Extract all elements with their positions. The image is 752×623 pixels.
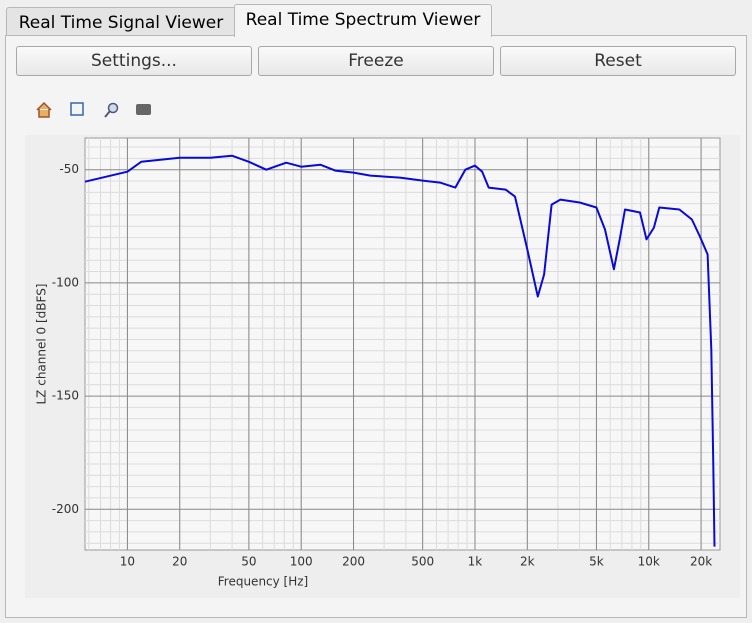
x-tick-label: 2k [520, 555, 535, 569]
home-icon[interactable] [36, 101, 52, 118]
tab[interactable]: Real Time Signal Viewer [6, 7, 236, 35]
x-tick-label: 20k [690, 555, 712, 569]
zoom-icon[interactable] [107, 102, 119, 114]
x-tick-label: 200 [342, 555, 365, 569]
fit-icon[interactable] [70, 102, 84, 116]
x-axis-label: Frequency [Hz] [218, 575, 309, 589]
button[interactable]: Settings... [16, 46, 252, 76]
x-tick-label: 20 [172, 555, 187, 569]
tab-active[interactable]: Real Time Spectrum Viewer [234, 4, 492, 37]
toolbar [36, 101, 151, 118]
x-tick-label: 1k [468, 555, 483, 569]
zoom-icon-handle [104, 110, 111, 118]
x-tick-label: 500 [411, 555, 434, 569]
save-icon[interactable] [136, 104, 151, 115]
y-tick-label: -150 [52, 389, 79, 403]
y-tick-label: -200 [52, 502, 79, 516]
button[interactable]: Freeze [258, 46, 494, 76]
spectrum-line [84, 154, 716, 547]
x-tick-label: 10 [120, 555, 135, 569]
x-tick-label: 5k [589, 555, 604, 569]
y-tick-label: -100 [52, 275, 79, 289]
button[interactable]: Reset [500, 46, 736, 76]
x-tick-label: 50 [241, 555, 256, 569]
plot-area [84, 137, 721, 551]
x-tick-label: 100 [290, 555, 313, 569]
y-tick-label: -50 [59, 162, 79, 176]
y-axis-label: LZ channel 0 [dBFS] [35, 284, 49, 405]
x-tick-label: 10k [638, 555, 660, 569]
